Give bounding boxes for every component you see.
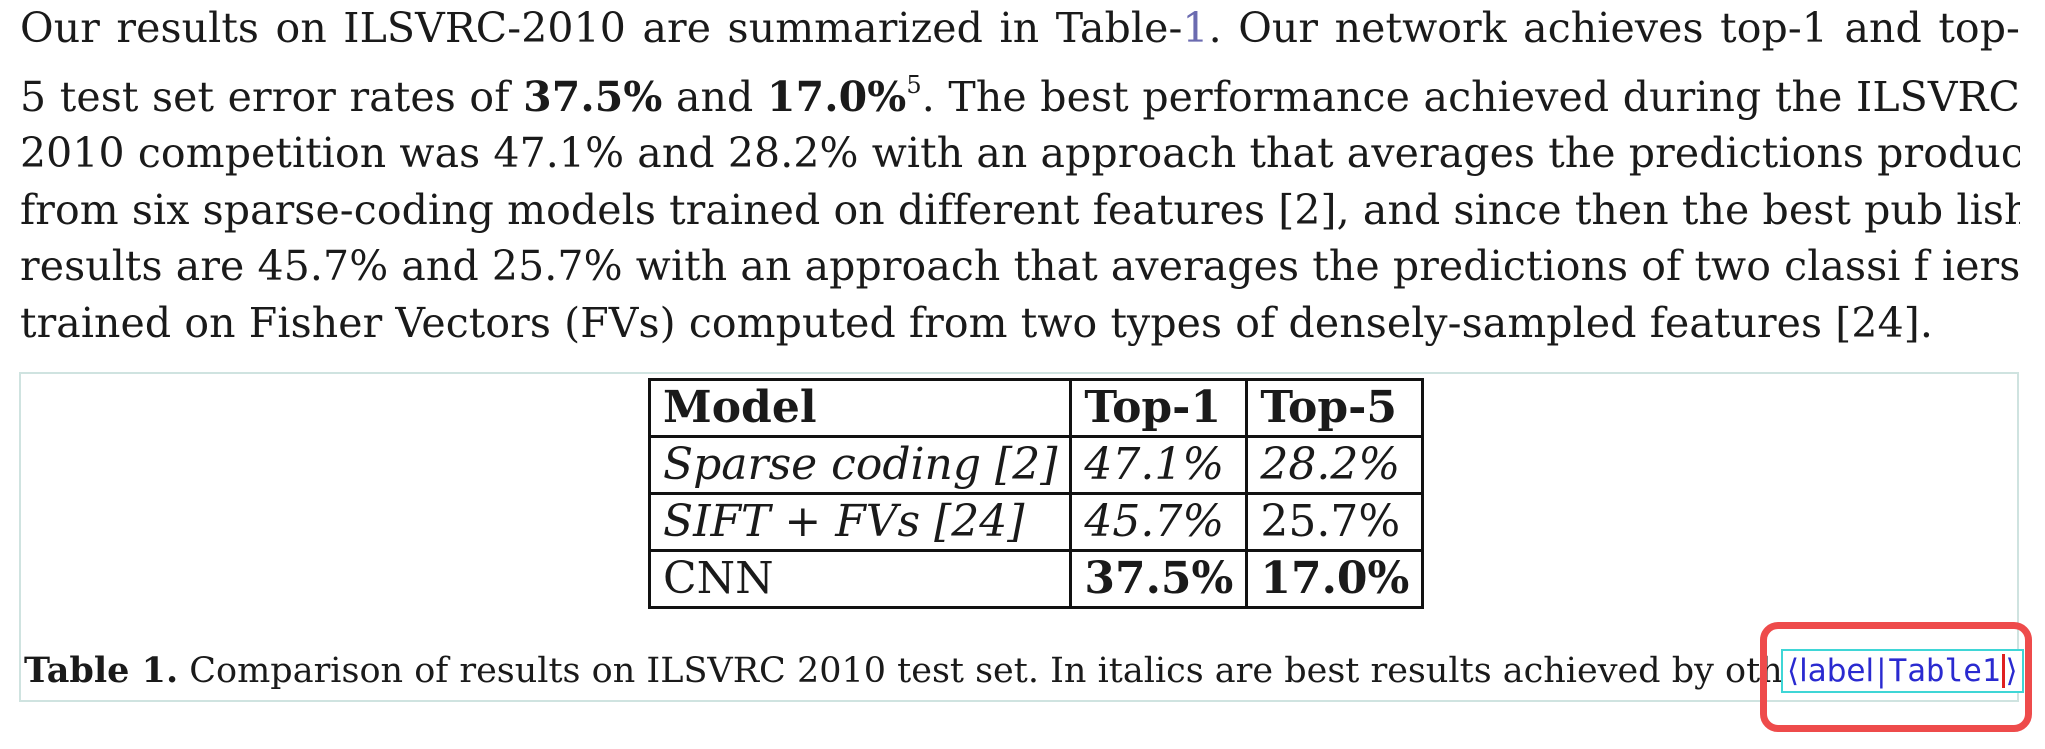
cell-top5: 25.7% — [1245, 492, 1425, 552]
table-row: CNN 37.5% 17.0% — [647, 549, 1425, 609]
table-header-row: Model Top-1 Top-5 — [647, 378, 1425, 438]
cell-top5: 28.2% — [1245, 435, 1425, 495]
label-tag-value-field[interactable]: Table1 — [1888, 653, 2001, 689]
table-reference-link[interactable]: 1 — [1182, 4, 1209, 52]
label-tag-close-bracket: ⟩ — [2005, 653, 2018, 689]
label-tag-editor[interactable]: ⟨ label | Table1 ⟩ — [1781, 649, 2024, 693]
paragraph-line-5: results are 45.7% and 25.7% with an appr… — [20, 242, 2020, 290]
paragraph-line-3: 2010 competition was 47.1% and 28.2% wit… — [20, 129, 2020, 177]
paragraph-line-4: from six sparse-coding models trained on… — [20, 185, 2020, 234]
cell-top1: 45.7% — [1069, 492, 1249, 552]
cell-top1: 37.5% — [1069, 549, 1249, 609]
caption-label: Table 1. — [24, 650, 179, 691]
header-model: Model — [647, 378, 1073, 438]
table-figure-frame — [19, 372, 2019, 702]
label-tag-keyword: label — [1799, 653, 1875, 689]
table-caption: Table 1. Comparison of results on ILSVRC… — [24, 646, 1849, 696]
paragraph-line-6: trained on Fisher Vectors (FVs) computed… — [20, 298, 1933, 347]
header-top5: Top-5 — [1245, 378, 1425, 438]
header-top1: Top-1 — [1069, 378, 1249, 438]
cell-top1: 47.1% — [1069, 435, 1249, 495]
label-tag-open-bracket: ⟨ — [1787, 653, 1800, 689]
cell-model: Sparse coding [2] — [647, 435, 1073, 495]
top1-error-value: 37.5% — [523, 72, 663, 121]
top5-error-value: 17.0% — [766, 72, 907, 121]
table-row: Sparse coding [2] 47.1% 28.2% — [647, 435, 1425, 495]
paragraph-line-2: 5 test set error rates of 37.5% and 17.0… — [20, 70, 2020, 121]
cell-model: CNN — [647, 549, 1073, 609]
paragraph-line-1: Our results on ILSVRC-2010 are summarize… — [20, 4, 2020, 52]
text-cursor — [2001, 654, 2005, 688]
cell-top5: 17.0% — [1245, 549, 1425, 609]
caption-text: Comparison of results on ILSVRC 2010 tes… — [178, 651, 1850, 691]
cell-model: SIFT + FVs [24] — [647, 492, 1073, 552]
table-row: SIFT + FVs [24] 45.7% 25.7% — [647, 492, 1425, 552]
label-tag-separator: | — [1876, 653, 1887, 689]
body-paragraph: Our results on ILSVRC-2010 are summarize… — [20, 0, 2020, 351]
footnote-marker[interactable]: 5 — [906, 70, 922, 99]
results-table: Model Top-1 Top-5 Sparse coding [2] 47.1… — [647, 378, 1425, 609]
